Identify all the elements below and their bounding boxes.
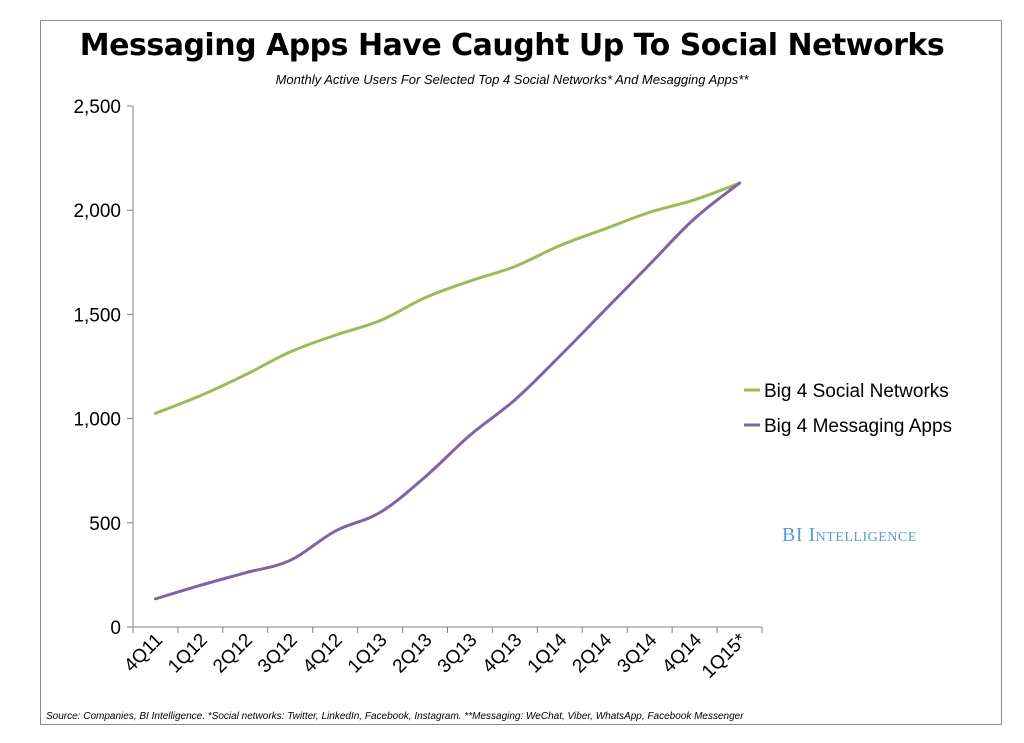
legend-label-2: Big 4 Messaging Apps	[764, 416, 952, 437]
x-tick-label: 1Q15*	[698, 629, 751, 682]
y-tick-label: 1,500	[73, 305, 121, 326]
x-tick-label: 1Q12	[164, 630, 212, 678]
x-tick-label: 2Q13	[389, 630, 437, 678]
chart-subtitle: Monthly Active Users For Selected Top 4 …	[275, 72, 749, 87]
x-tick-label: 4Q13	[479, 630, 527, 678]
legend-label-1: Big 4 Social Networks	[764, 381, 949, 402]
x-tick-label: 4Q11	[120, 630, 167, 677]
chart-frame	[40, 20, 1002, 725]
x-tick-label: 3Q13	[434, 630, 482, 678]
series-line-1	[153, 181, 742, 415]
x-tick-label: 2Q14	[569, 629, 617, 677]
y-tick-label: 1,000	[73, 410, 121, 431]
x-tick-label: 4Q12	[299, 630, 347, 678]
y-tick-label: 0	[110, 618, 121, 639]
y-tick-label: 2,500	[73, 97, 121, 118]
x-tick-label: 3Q12	[254, 630, 302, 678]
chart-title: Messaging Apps Have Caught Up To Social …	[79, 28, 945, 63]
series-line-2	[153, 181, 742, 601]
x-tick-label: 2Q12	[209, 630, 257, 678]
x-tick-label: 1Q14	[524, 629, 572, 677]
x-tick-label: 3Q14	[613, 629, 661, 677]
x-tick-label: 1Q13	[344, 630, 392, 678]
source-note: Source: Companies, BI Intelligence. *Soc…	[46, 711, 744, 722]
y-tick-label: 500	[89, 514, 121, 535]
bi-intelligence-watermark: BI Intelligence	[782, 524, 917, 546]
y-tick-label: 2,000	[73, 201, 121, 222]
